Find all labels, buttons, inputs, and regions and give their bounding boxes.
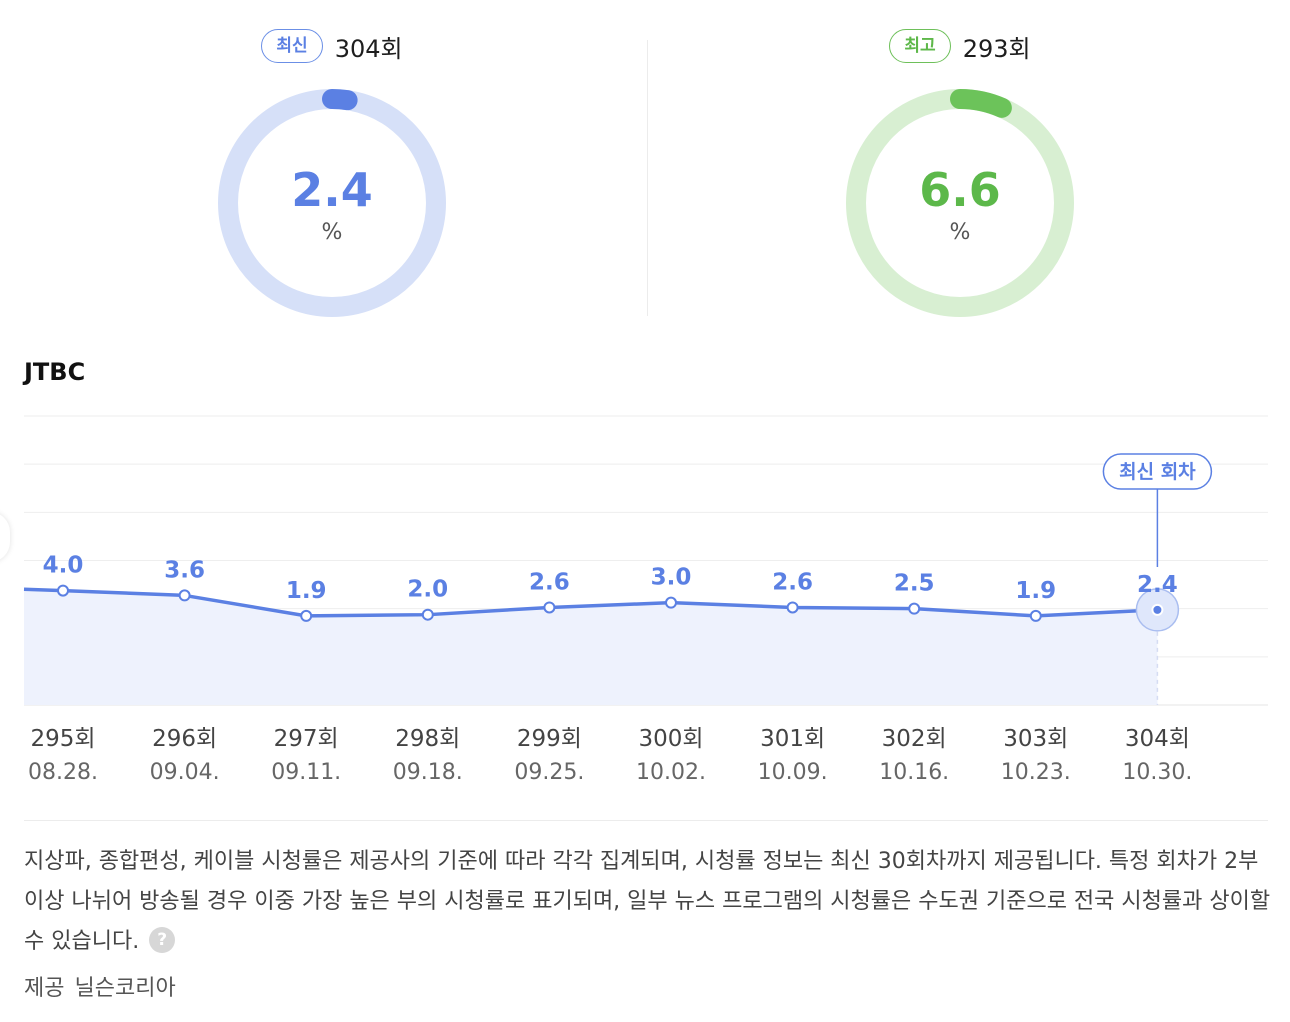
x-tick-date: 09.04. xyxy=(150,760,220,785)
latest-rating-card: 최신 304회 2.4 % xyxy=(32,0,632,330)
provider-label: 제공 xyxy=(24,976,65,1001)
best-rating-card: 최고 293회 6.6 % xyxy=(660,0,1260,330)
latest-donut-arc xyxy=(322,89,358,111)
channel-name: JTBC xyxy=(24,358,86,386)
summary-divider xyxy=(647,40,648,316)
data-label: 3.6 xyxy=(164,557,205,583)
data-point xyxy=(665,596,677,609)
notice-text: 지상파, 종합편성, 케이블 시청률은 제공사의 기준에 따라 각각 집계되며,… xyxy=(24,849,1271,954)
best-donut-arc xyxy=(950,89,1012,118)
data-label: 4.0 xyxy=(43,553,84,579)
x-tick-date: 10.02. xyxy=(636,760,706,785)
x-tick-date: 09.18. xyxy=(393,760,463,785)
data-label: 3.0 xyxy=(651,565,692,591)
best-rating-value: 6.6 xyxy=(919,163,1001,217)
data-label: 1.9 xyxy=(1015,578,1056,604)
data-label: 2.5 xyxy=(894,571,935,597)
best-header: 최고 293회 xyxy=(660,26,1260,66)
x-tick-date: 10.16. xyxy=(879,760,949,785)
best-rating-unit: % xyxy=(949,220,971,245)
data-provider: 제공 닐슨코리아 xyxy=(24,970,176,1002)
rating-summary: 최신 304회 2.4 % 최고 293회 6.6 % xyxy=(0,0,1290,330)
data-point xyxy=(786,601,799,614)
data-label: 1.9 xyxy=(286,578,327,604)
x-tick-episode: 296회 xyxy=(152,726,217,752)
scroll-left-button[interactable] xyxy=(0,512,10,562)
x-tick-date: 09.11. xyxy=(271,760,341,785)
rating-notice: 지상파, 종합편성, 케이블 시청률은 제공사의 기준에 따라 각각 집계되며,… xyxy=(24,842,1274,962)
data-label: 2.0 xyxy=(407,577,448,603)
x-tick-episode: 300회 xyxy=(638,726,703,752)
latest-rating-value: 2.4 xyxy=(291,163,373,217)
latest-rating-donut xyxy=(218,89,446,317)
x-tick-episode: 297회 xyxy=(274,726,339,752)
x-tick-episode: 302회 xyxy=(882,726,947,752)
x-tick-date: 10.30. xyxy=(1122,760,1192,785)
best-episode: 293회 xyxy=(962,34,1031,63)
highlight-badge xyxy=(1102,453,1213,490)
data-point xyxy=(1029,609,1042,622)
best-rating-donut xyxy=(846,89,1074,317)
x-tick-date: 10.09. xyxy=(758,760,828,785)
data-point xyxy=(300,609,313,622)
x-tick-episode: 295회 xyxy=(30,726,95,752)
help-icon[interactable]: ? xyxy=(149,927,176,953)
x-tick-episode: 298회 xyxy=(395,726,460,752)
x-tick-episode: 301회 xyxy=(760,726,825,752)
data-point xyxy=(421,608,434,621)
data-label: 2.6 xyxy=(772,569,813,595)
x-tick-date: 10.23. xyxy=(1001,760,1071,785)
rating-chart-svg: 최신 회차 4.0 295회 08.28. 3.6 296회 09.04. 1.9 297회 09… xyxy=(23,415,1268,785)
latest-badge: 최신 xyxy=(261,29,323,63)
x-tick-episode: 304회 xyxy=(1125,726,1190,752)
data-label: 2.4 xyxy=(1137,572,1178,598)
x-tick-episode: 299회 xyxy=(517,726,582,752)
highlight-label: 최신 회차 xyxy=(1119,461,1196,483)
data-point xyxy=(1151,603,1164,616)
latest-header: 최신 304회 xyxy=(32,26,632,66)
x-tick-date: 08.28. xyxy=(28,760,98,785)
latest-rating-unit: % xyxy=(321,220,343,245)
data-label: 2.6 xyxy=(529,569,570,595)
rating-chart: 최신 회차 4.0 295회 08.28. 3.6 296회 09.04. 1.9 297회 09… xyxy=(0,400,1290,790)
data-point xyxy=(178,589,191,602)
data-point xyxy=(543,601,556,614)
latest-episode: 304회 xyxy=(334,34,403,63)
x-tick-episode: 303회 xyxy=(1003,726,1068,752)
data-point xyxy=(57,584,69,597)
best-badge: 최고 xyxy=(889,29,951,63)
notice-divider xyxy=(24,820,1268,821)
provider-name: 닐슨코리아 xyxy=(74,976,176,1001)
data-point xyxy=(908,602,921,615)
x-tick-date: 09.25. xyxy=(514,760,584,785)
